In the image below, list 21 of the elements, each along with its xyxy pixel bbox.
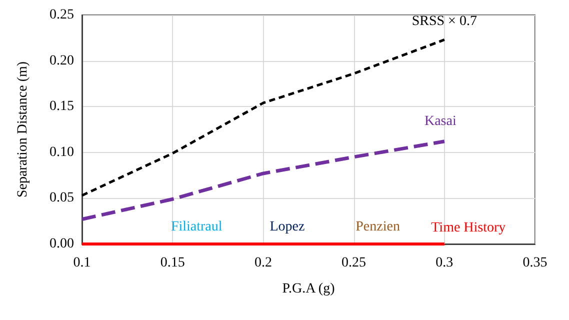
x-tick-label: 0.1 — [73, 256, 91, 270]
legend-label: Lopez — [270, 220, 305, 234]
y-tick-label: 0.15 — [50, 99, 74, 114]
line-series — [80, 140, 446, 222]
y-tick-label: 0.20 — [50, 53, 74, 68]
series-label: SRSS × 0.7 — [412, 14, 477, 30]
series-label: Kasai — [424, 114, 456, 129]
x-tick-label: 0.2 — [254, 256, 272, 270]
y-tick-label: 0.05 — [50, 190, 74, 206]
y-tick-label: 0.10 — [50, 144, 74, 160]
y-tick-label: 0.00 — [50, 236, 74, 252]
series-label: Time History — [431, 220, 506, 236]
x-tick-label: 0.3 — [436, 256, 454, 270]
x-tick-label: 0.35 — [522, 256, 548, 270]
legend-label: Penzien — [356, 220, 400, 234]
y-axis-title: Separation Distance (m) — [16, 61, 30, 198]
y-tick-label: 0.25 — [50, 8, 74, 22]
x-tick-label: 0.15 — [160, 256, 185, 270]
legend-label: Filiatraul — [170, 220, 222, 234]
x-tick-label: 0.25 — [342, 256, 366, 270]
x-axis-title: P.G.A (g) — [282, 282, 336, 296]
